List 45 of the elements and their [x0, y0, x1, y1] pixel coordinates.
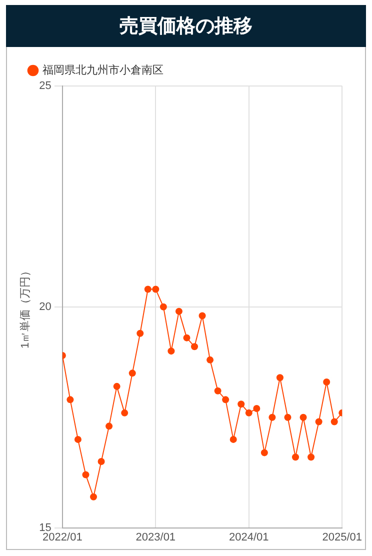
point [183, 334, 190, 342]
point [144, 286, 152, 293]
y-tick-label: 15 [39, 522, 52, 534]
point [152, 286, 160, 293]
y-axis-title: 1㎡単価（万円） [20, 265, 32, 348]
point [98, 458, 105, 466]
y-tick-label: 25 [39, 80, 52, 92]
point [168, 348, 175, 355]
point [113, 382, 120, 390]
point [175, 308, 182, 315]
point [253, 405, 260, 412]
point [191, 343, 198, 350]
point [268, 414, 276, 421]
point [136, 330, 144, 337]
x-tick-label: 2023/01 [136, 531, 176, 544]
chart-title: 売買価格の推移 [6, 5, 366, 47]
point [206, 356, 214, 364]
point [66, 396, 74, 404]
point [230, 436, 237, 443]
point [121, 409, 128, 416]
point [330, 418, 338, 426]
x-tick-label: 2025/01 [322, 531, 362, 544]
point [74, 436, 82, 443]
point [245, 409, 252, 416]
point [106, 422, 113, 430]
point [284, 414, 292, 421]
point [276, 374, 284, 382]
legend-label: 福岡県北九州市小倉南区 [42, 63, 164, 76]
point [90, 493, 98, 500]
point [300, 414, 307, 421]
point [82, 471, 90, 478]
x-tick-label: 2024/01 [229, 531, 269, 544]
point [315, 418, 322, 426]
point [214, 387, 222, 394]
point [260, 449, 268, 456]
y-tick-label: 20 [39, 300, 52, 313]
point [323, 378, 330, 386]
point [238, 400, 245, 408]
point [222, 396, 230, 404]
point [198, 312, 206, 320]
point [128, 370, 136, 377]
point [308, 454, 315, 461]
point [292, 454, 300, 461]
x-tick-label: 2022/01 [42, 531, 82, 544]
point [160, 303, 167, 310]
